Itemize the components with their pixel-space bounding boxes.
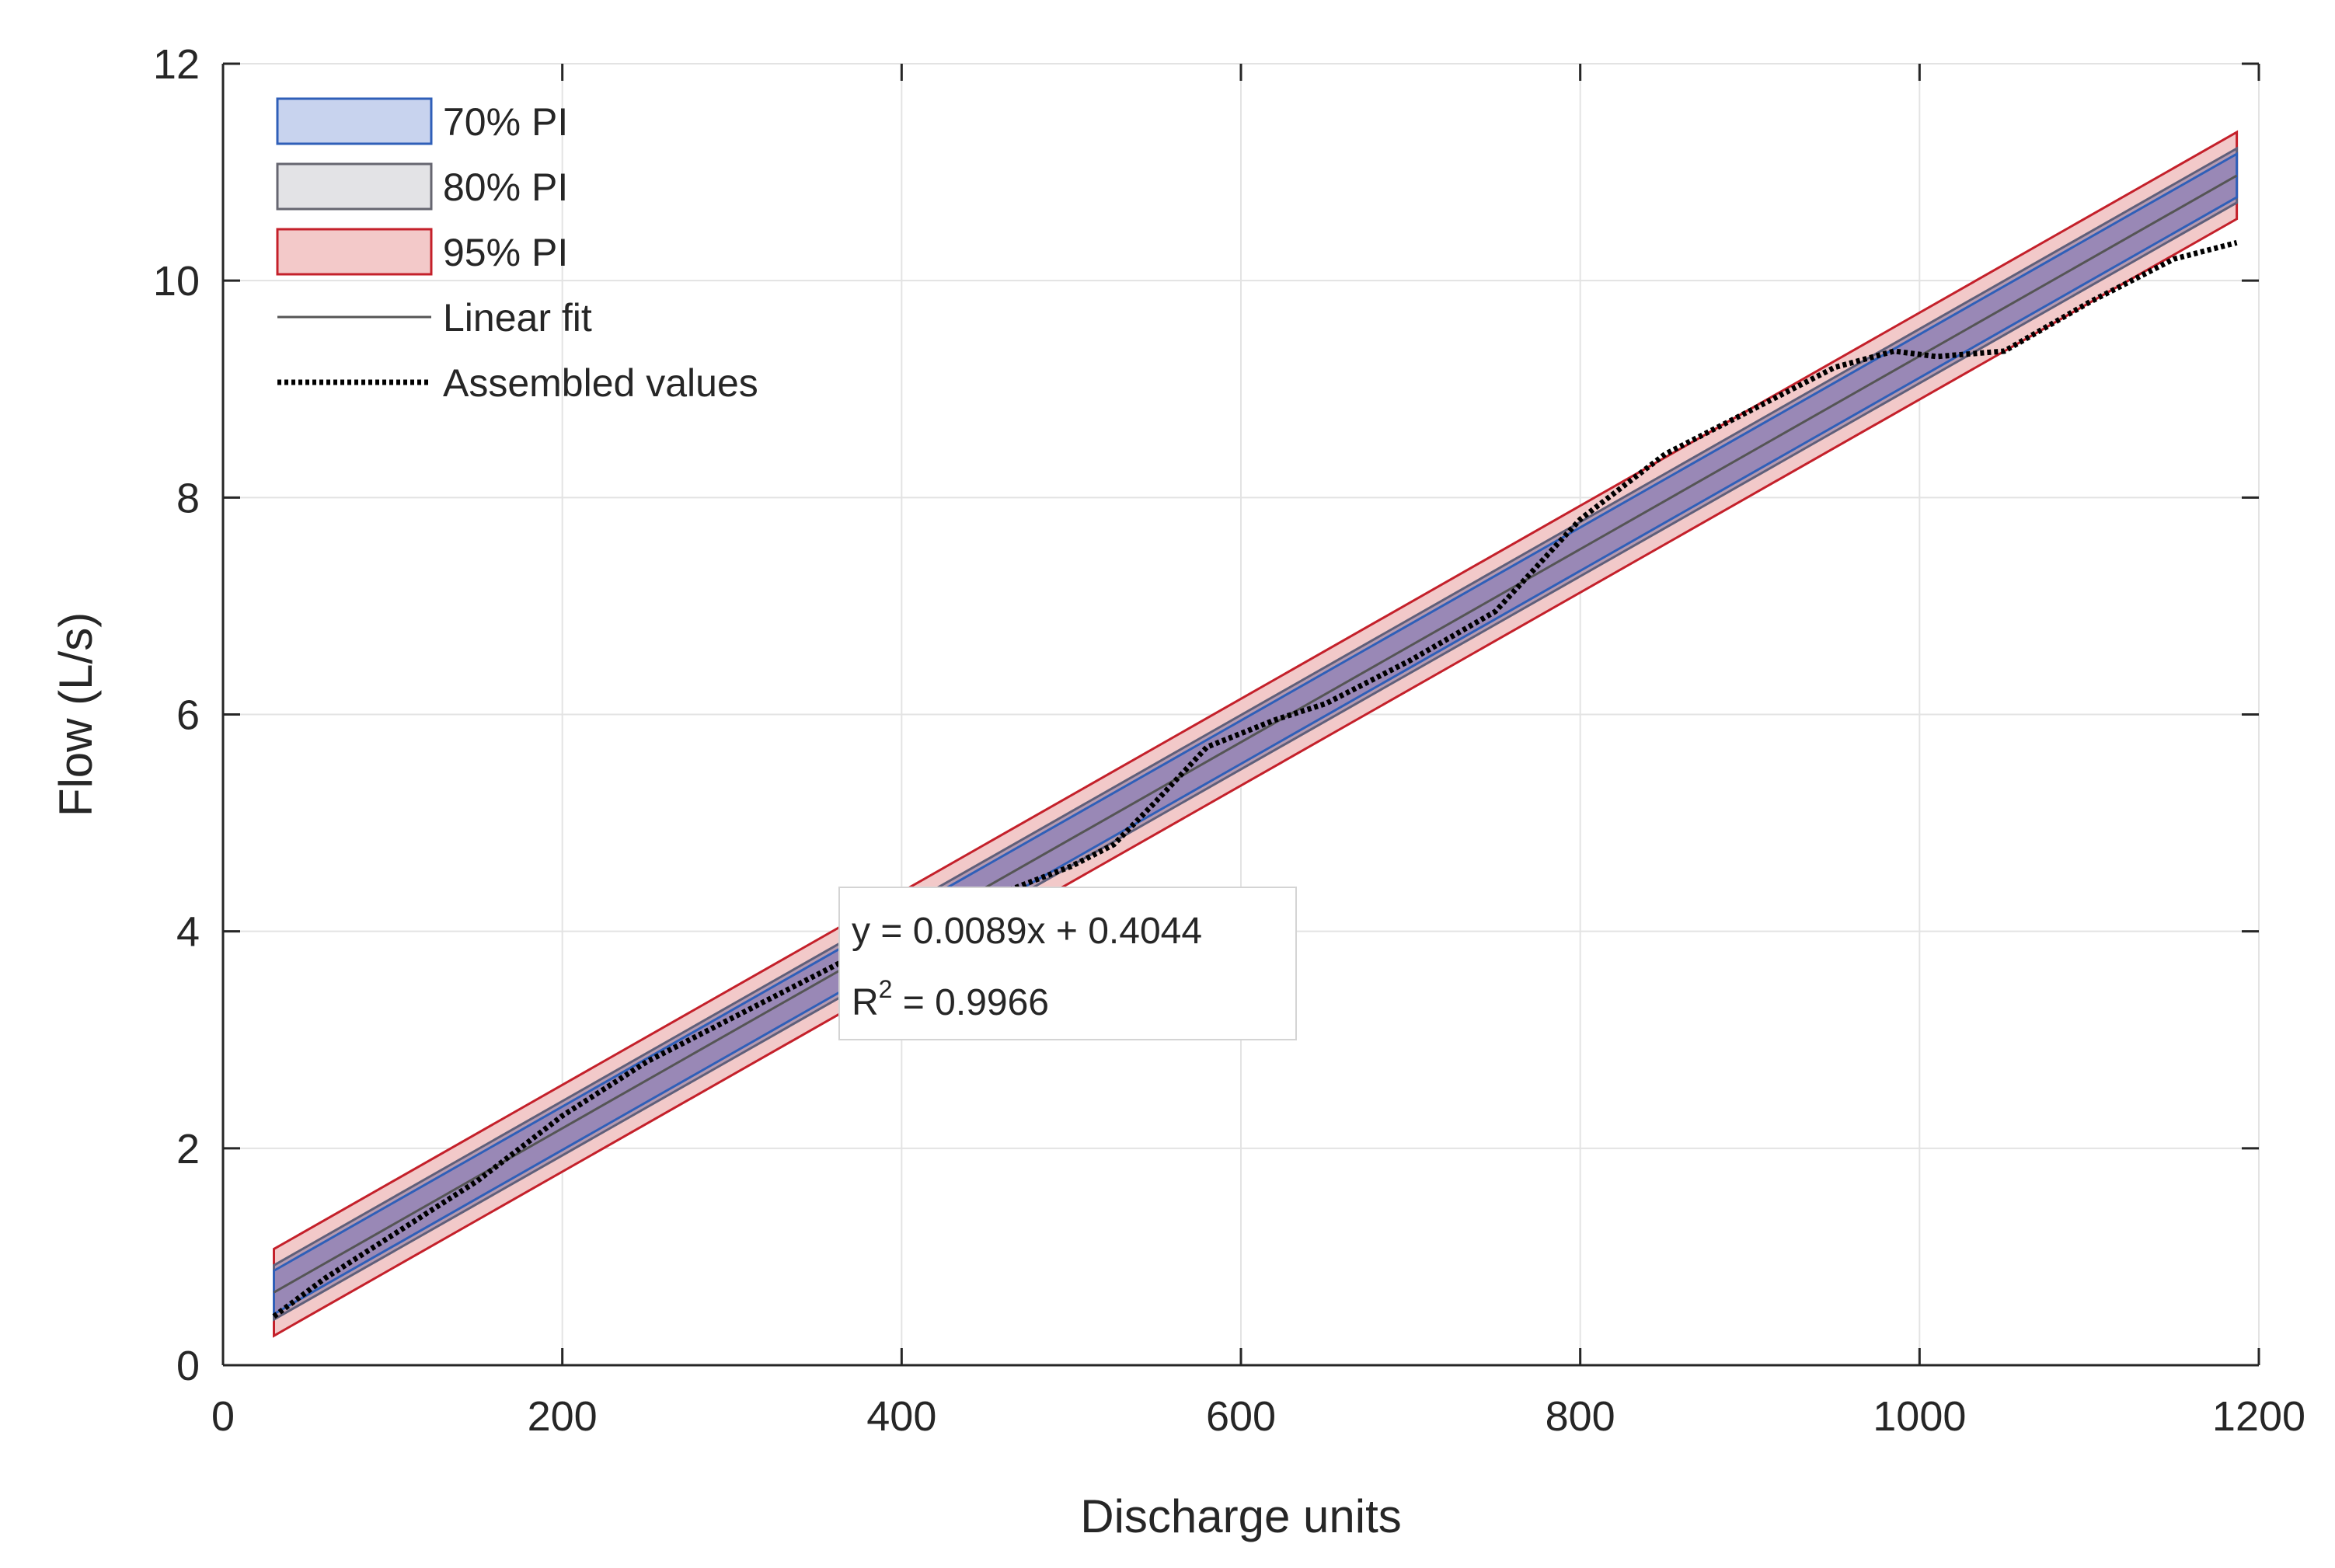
- y-tick-label: 8: [176, 475, 200, 521]
- annotation-box: [838, 887, 1297, 1040]
- y-tick-label: 6: [176, 692, 200, 739]
- annotation-r-squared-value: = 0.9966: [892, 982, 1049, 1023]
- legend-label-95-pi: 95% PI: [443, 231, 568, 274]
- annotation-r-squared-superscript: 2: [879, 975, 893, 1003]
- x-tick-label: 1200: [2212, 1393, 2305, 1440]
- assembled-values-line: [272, 239, 2238, 1319]
- x-axis-title: Discharge units: [1080, 1490, 1402, 1542]
- fit-annotation: y = 0.0089x + 0.4044 R2 = 0.9966: [838, 887, 1297, 1040]
- legend-swatch-70-pi: [276, 97, 433, 145]
- y-tick-label: 4: [176, 909, 200, 956]
- legend-label-linear-fit: Linear fit: [443, 296, 592, 340]
- x-tick-label: 600: [1206, 1393, 1276, 1440]
- series-lines: [272, 174, 2238, 1319]
- legend-swatch-95-pi: [276, 228, 433, 276]
- x-tick-label: 400: [866, 1393, 936, 1440]
- x-tick-label: 0: [211, 1393, 235, 1440]
- x-tick-label: 200: [528, 1393, 598, 1440]
- y-tick-label: 2: [176, 1126, 200, 1173]
- y-tick-label: 10: [153, 258, 200, 305]
- x-tick-label: 800: [1546, 1393, 1615, 1440]
- legend-swatch-80-pi: [276, 162, 433, 211]
- legend-label-assembled-values: Assembled values: [443, 361, 758, 405]
- tick-labels: 0 200 400 600 800 1000 1200 0 2 4 6 8 10 12: [153, 41, 2305, 1440]
- linear-fit-line: [273, 174, 2238, 1294]
- annotation-equation: y = 0.0089x + 0.4044: [852, 911, 1202, 952]
- y-axis-title: Flow (L/s): [50, 612, 102, 817]
- legend-label-80-pi: 80% PI: [443, 166, 568, 209]
- legend-label-70-pi: 70% PI: [443, 100, 568, 144]
- y-tick-label: 0: [176, 1343, 200, 1389]
- legend: 70% PI 80% PI 95% PI Linear fit Assembled va…: [276, 97, 758, 405]
- axes: [221, 62, 2260, 1367]
- y-tick-label: 12: [153, 41, 200, 88]
- annotation-r-squared-base: R: [852, 982, 879, 1023]
- annotation-r-squared: R2 = 0.9966: [852, 975, 1049, 1023]
- x-tick-label: 1000: [1873, 1393, 1966, 1440]
